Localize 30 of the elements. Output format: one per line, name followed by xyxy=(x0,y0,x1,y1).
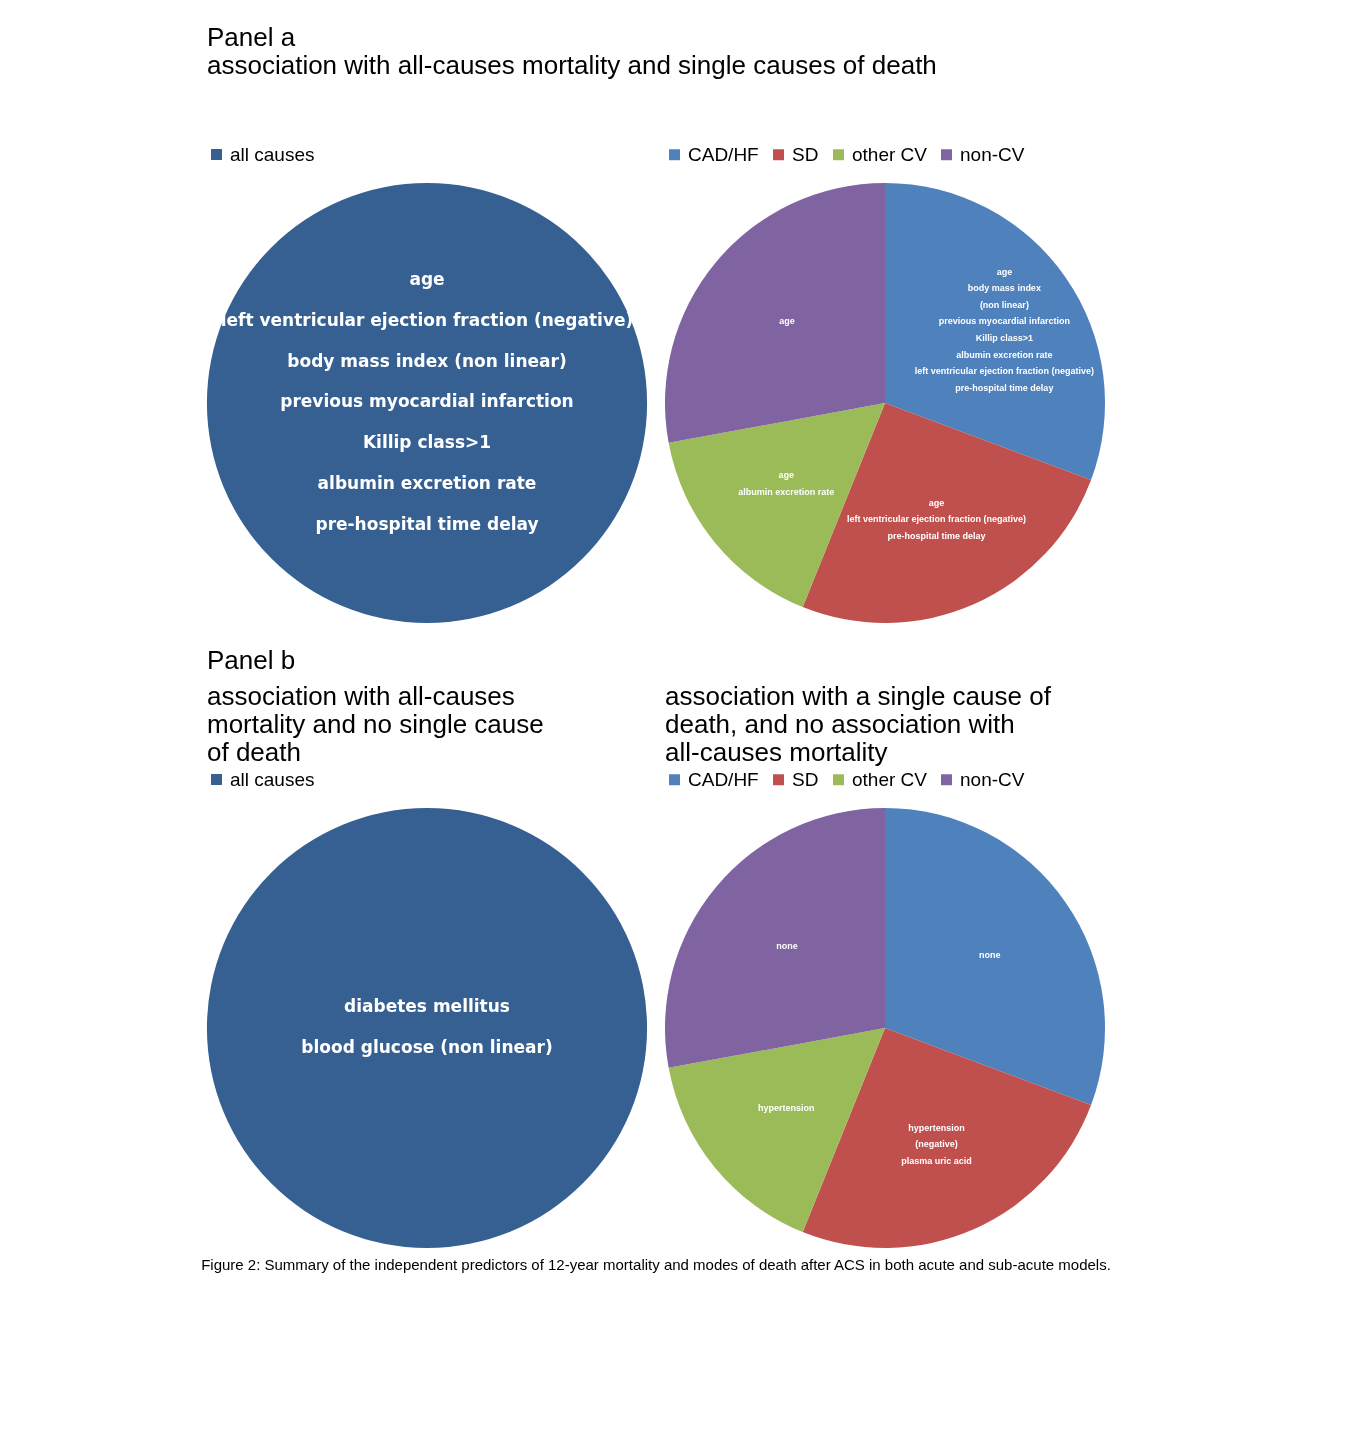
data-label: age left ventricular ejection fraction (negative) pre-hospital time delay xyxy=(846,497,1026,541)
pie-slice xyxy=(885,183,1105,481)
data-label: age body mass index (non linear) previous myocardial infarction Killip class>1 albumin excretion rate left ventricular ejection fraction (negative) pre-hospital time delay xyxy=(914,266,1094,394)
text: Panel a xyxy=(207,22,296,52)
data-label: hypertension xyxy=(757,1103,815,1114)
legend-label: non-CV xyxy=(960,768,1025,790)
data-label: age xyxy=(779,315,795,326)
data-label: none xyxy=(979,949,1001,960)
pie-slice xyxy=(665,183,885,443)
data-label: none xyxy=(776,940,798,951)
text: Panel b xyxy=(207,645,296,675)
pie-slice xyxy=(665,808,885,1068)
legend-label: non-CV xyxy=(960,143,1025,165)
legend-label: SD xyxy=(792,143,819,165)
pie-slice xyxy=(885,808,1105,1106)
legend-label: all causes xyxy=(230,768,315,790)
chart-title: association with all-causes mortality and single causes of death xyxy=(207,50,937,80)
legend-label: all causes xyxy=(230,143,315,165)
data-label: hypertension (negative) plasma uric acid xyxy=(901,1122,972,1166)
legend-label: CAD/HF xyxy=(688,768,759,790)
chart-title: association with a single cause of death, and no association with all-causes mortality xyxy=(665,681,1052,767)
chart-title: association with all-causes mortality and no single cause of death xyxy=(207,681,544,767)
data-label: age albumin excretion rate xyxy=(738,469,835,497)
legend-label: CAD/HF xyxy=(688,143,759,165)
legend-label: other CV xyxy=(852,768,928,790)
pie-slice xyxy=(668,1028,885,1233)
legend-label: other CV xyxy=(852,143,928,165)
legend-label: SD xyxy=(792,768,819,790)
caption: Figure 2: Summary of the independent predictors of 12-year mortality and modes of death after ACS in both acute and sub-acute models. xyxy=(201,1256,1111,1273)
text: diabetes mellitus blood glucose (non linear) xyxy=(301,996,553,1057)
